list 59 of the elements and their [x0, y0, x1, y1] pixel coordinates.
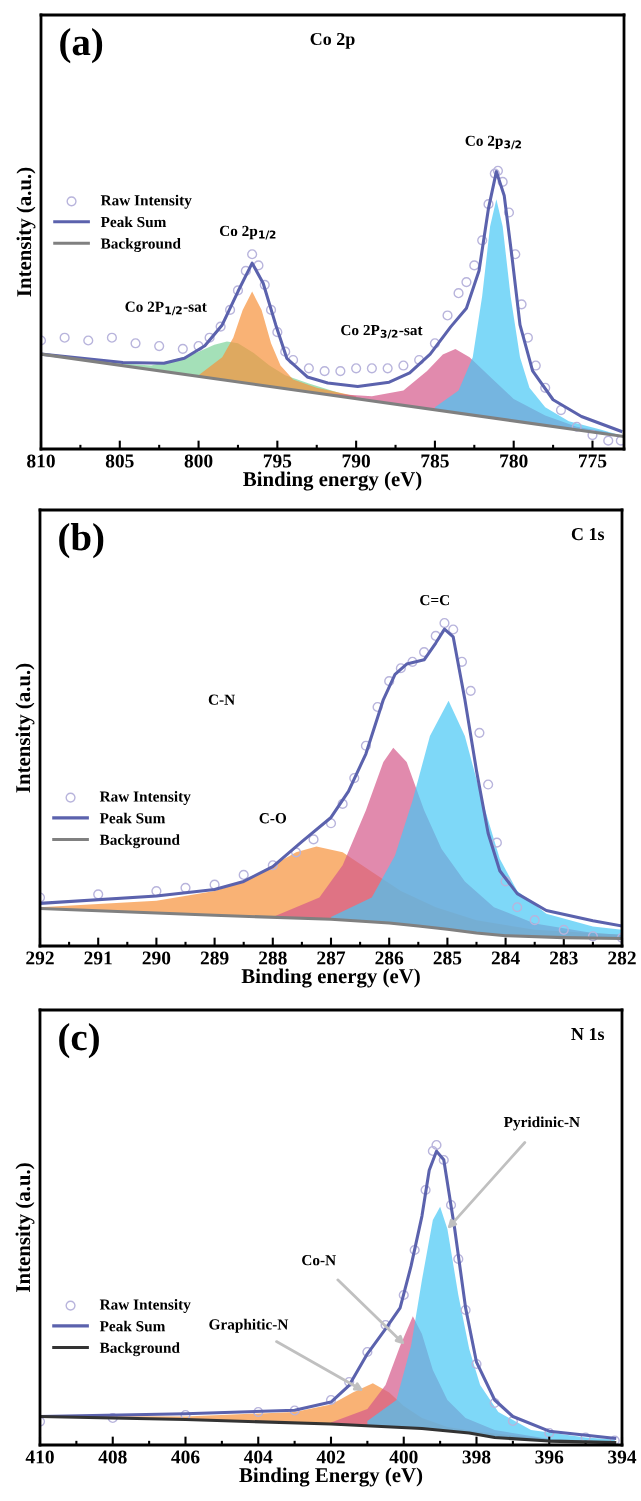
- annotation: Co 2P$_{3/2}$-sat: [341, 325, 423, 339]
- x-tick-label: 404: [243, 1450, 273, 1464]
- x-axis-title: Binding energy (eV): [241, 968, 420, 988]
- legend-label: Raw Intensity: [100, 194, 192, 209]
- x-tick-label: 410: [25, 1450, 54, 1464]
- x-tick-label: 284: [491, 951, 520, 965]
- annotation: Co-N: [302, 1255, 336, 1266]
- x-tick-label: 290: [142, 951, 171, 965]
- text: (a): [60, 28, 103, 64]
- x-tick-label: 396: [535, 1450, 564, 1464]
- legend-label: Peak Sum: [100, 216, 167, 228]
- x-tick-label: 795: [263, 454, 292, 468]
- x-tick-label: 288: [259, 951, 287, 965]
- x-tick-label: 282: [608, 951, 636, 965]
- x-tick-label: 292: [26, 951, 54, 965]
- legend-label: Raw Intensity: [99, 1299, 191, 1313]
- annotation: Co 2P$_{1/2}$-sat: [125, 301, 207, 316]
- x-tick-label: 291: [84, 951, 112, 965]
- y-axis-title: Intensity (a.u.): [16, 167, 36, 297]
- y-axis-title: Intensity (a.u.): [15, 1163, 35, 1292]
- x-tick-label: 400: [389, 1450, 418, 1464]
- x-tick-label: 790: [342, 454, 370, 468]
- x-tick-label: 408: [98, 1450, 127, 1464]
- x-axis-title: Binding Energy (eV): [239, 1467, 423, 1487]
- annotation: Pyridinic-N: [503, 1116, 580, 1131]
- text: (b): [59, 523, 104, 559]
- y-axis-title: Intensity (a.u.): [15, 663, 35, 793]
- legend-label: Background: [100, 237, 181, 252]
- x-tick-label: 402: [316, 1450, 345, 1464]
- x-axis-title: Binding energy (eV): [243, 471, 422, 491]
- annotation: Co 2p$_{1/2}$: [219, 225, 276, 240]
- x-tick-label: 775: [579, 454, 607, 468]
- annotation: Graphitic-N: [209, 1318, 289, 1333]
- x-tick-label: 394: [608, 1450, 637, 1464]
- x-tick-label: 780: [500, 454, 528, 468]
- text: (c): [59, 1023, 99, 1059]
- chart-title: C 1s: [571, 528, 605, 541]
- x-tick-label: 283: [550, 951, 578, 965]
- x-tick-label: 406: [171, 1450, 200, 1464]
- x-tick-label: 810: [27, 454, 55, 468]
- x-tick-label: 805: [105, 454, 134, 468]
- chart-title: Co 2p: [310, 32, 355, 49]
- x-tick-label: 289: [200, 951, 229, 965]
- legend-label: Peak Sum: [99, 1320, 166, 1332]
- annotation: C-O: [259, 813, 287, 824]
- legend-label: Raw Intensity: [99, 791, 191, 805]
- chart-title: N 1s: [571, 1028, 605, 1041]
- legend-label: Background: [99, 1342, 180, 1357]
- x-tick-label: 800: [184, 454, 213, 468]
- x-tick-label: 286: [375, 951, 404, 965]
- annotation: C=C: [420, 594, 449, 606]
- x-tick-label: 398: [462, 1450, 491, 1464]
- legend-label: Background: [99, 834, 180, 849]
- x-tick-label: 285: [433, 951, 462, 965]
- x-tick-label: 785: [421, 454, 449, 468]
- x-tick-label: 287: [317, 951, 346, 965]
- legend-label: Peak Sum: [99, 812, 166, 824]
- annotation: C-N: [208, 694, 235, 705]
- annotation: Co 2p$_{3/2}$: [465, 135, 522, 150]
